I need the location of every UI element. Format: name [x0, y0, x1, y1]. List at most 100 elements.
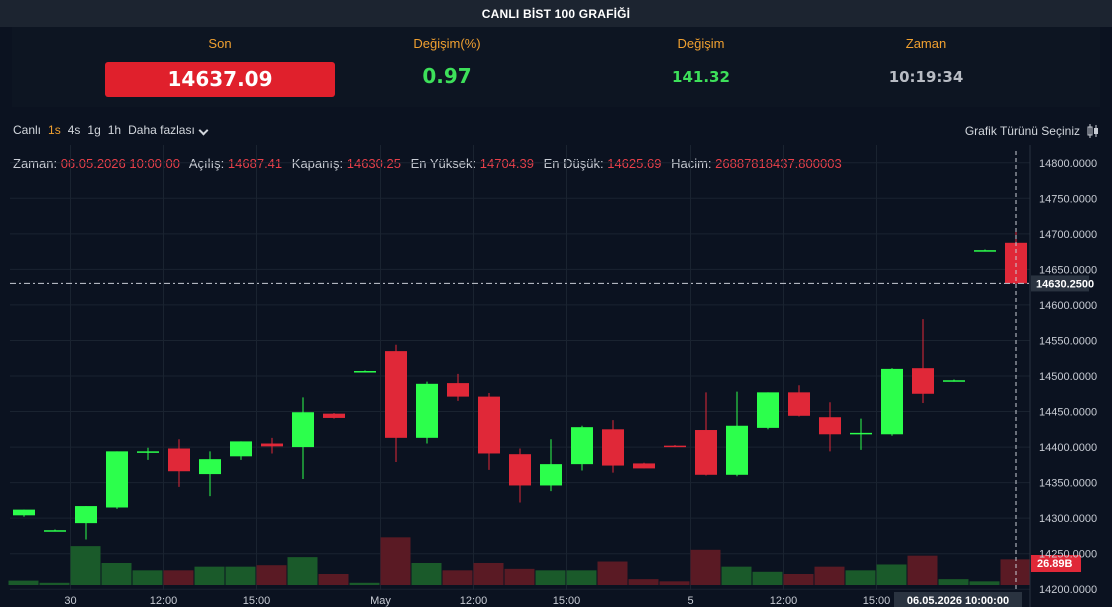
y-tick-label: 14450.0000 [1039, 407, 1097, 419]
candle-body [850, 432, 872, 435]
y-tick-label: 14650.0000 [1039, 264, 1097, 276]
candle-body [75, 506, 97, 524]
stat-change-label: Değişim [677, 36, 725, 51]
candle-body [137, 451, 159, 453]
candle-body [292, 412, 314, 448]
stat-change-percent-label: Değişim(%) [413, 36, 481, 51]
chart-overlay: 14630.2500 26.89B 06.05.2026 10:00:00 [10, 151, 1094, 607]
volume-bar [70, 546, 101, 585]
more-label: Daha fazlası [128, 123, 195, 137]
ohlc-close-label: Kapanış: [291, 156, 344, 171]
volume-bar [876, 564, 907, 585]
volume-bars [8, 537, 1031, 585]
ohlc-low-value: 14625.69 [607, 156, 662, 171]
page-title: CANLI BİST 100 GRAFİĞİ [481, 6, 631, 21]
candle-body [943, 380, 965, 382]
y-tick-label: 14250.0000 [1039, 549, 1097, 561]
tf-live[interactable]: Canlı [13, 123, 42, 137]
stat-time-value: 10:19:34 [888, 68, 964, 86]
volume-bar [318, 574, 349, 585]
volume-bar [287, 557, 318, 585]
ohlc-open-label: Açılış: [188, 156, 225, 171]
x-tick-label: 15:00 [863, 595, 891, 607]
candlestick-chart[interactable]: 14630.2500 26.89B 06.05.2026 10:00:00 1420… [0, 145, 1112, 607]
tf-1s[interactable]: 1s [48, 123, 61, 137]
candle-body [726, 425, 748, 475]
candle-body [199, 459, 221, 475]
stats-panel: Son 14637.09 Değişim(%) 0.97 Değişim 141… [12, 27, 1100, 107]
x-tick-label: 12:00 [460, 595, 488, 607]
candle-body [106, 451, 128, 508]
x-tick-label: 15:00 [553, 595, 581, 607]
candle-body [447, 383, 469, 397]
tf-1h[interactable]: 1h [107, 123, 122, 137]
stat-time: Zaman 10:19:34 [796, 27, 1056, 86]
candle-body [354, 371, 376, 373]
candle-body [571, 427, 593, 465]
y-tick-label: 14500.0000 [1039, 371, 1097, 383]
y-tick-label: 14550.0000 [1039, 335, 1097, 347]
x-tick-label: 30 [64, 595, 76, 607]
ohlc-time-label: Zaman: [13, 156, 58, 171]
volume-bar [442, 570, 473, 585]
time-crosshair-label: 06.05.2026 10:00:00 [907, 595, 1009, 607]
y-tick-label: 14300.0000 [1039, 513, 1097, 525]
stat-time-label: Zaman [905, 36, 947, 51]
ohlc-volume-label: Hacim: [671, 156, 712, 171]
volume-bar [504, 568, 535, 585]
volume-label: 26.89B [1037, 558, 1073, 570]
volume-bar [349, 582, 380, 585]
ohlc-high-label: En Yüksek: [410, 156, 477, 171]
volume-bar [194, 566, 225, 585]
volume-bar [163, 570, 194, 585]
more-dropdown[interactable]: Daha fazlası [128, 123, 209, 137]
volume-bar [969, 581, 1000, 585]
y-tick-label: 14350.0000 [1039, 478, 1097, 490]
candle-body [13, 509, 35, 516]
y-tick-label: 14400.0000 [1039, 442, 1097, 454]
candle-body [881, 368, 903, 435]
chart-toolbar: Canlı 1s 4s 1g 1h Daha fazlası Grafik Tü… [0, 118, 1112, 142]
candle-body [602, 429, 624, 466]
volume-bar [628, 579, 659, 585]
candle-body [788, 392, 810, 416]
volume-bar [535, 570, 566, 585]
candle-body [633, 463, 655, 469]
volume-bar [225, 566, 256, 585]
ohlc-legend: Zaman: 06.05.2026 10:00:00 Açılış: 14687… [13, 156, 848, 171]
x-tick-label: 12:00 [770, 595, 798, 607]
candle-body [478, 396, 500, 454]
volume-bar [132, 570, 163, 585]
volume-bar [721, 566, 752, 585]
volume-bar [938, 579, 969, 585]
tf-1g[interactable]: 1g [87, 123, 101, 137]
stat-change-value: 141.32 [672, 68, 730, 86]
volume-bar [39, 582, 70, 585]
timeframe-selector: Canlı 1s 4s 1g 1h Daha fazlası [13, 123, 209, 137]
tf-4s[interactable]: 4s [67, 123, 81, 137]
volume-bar [659, 581, 690, 585]
candle-body [912, 368, 934, 394]
chart-type-selector[interactable]: Grafik Türünü Seçiniz [965, 123, 1100, 139]
volume-bar [690, 549, 721, 585]
title-bar: CANLI BİST 100 GRAFİĞİ [0, 0, 1112, 27]
price-label-bg [1031, 275, 1089, 292]
volume-bar [597, 561, 628, 585]
stat-last-label: Son [208, 36, 232, 51]
candle-body [168, 448, 190, 472]
ohlc-low-label: En Düşük: [543, 156, 604, 171]
x-tick-label: 5 [687, 595, 693, 607]
volume-bar [101, 563, 132, 585]
volume-bar [380, 537, 411, 585]
stat-last: Son 14637.09 [105, 27, 335, 97]
candle-body [757, 392, 779, 428]
stat-last-value: 14637.09 [105, 62, 335, 97]
volume-bar [845, 570, 876, 585]
candle-body [695, 430, 717, 475]
x-tick-label: 12:00 [150, 595, 178, 607]
volume-bar [814, 566, 845, 585]
volume-bar [752, 571, 783, 585]
chart-grid [10, 145, 1030, 590]
x-tick-label: May [370, 595, 391, 607]
volume-bar [783, 574, 814, 585]
